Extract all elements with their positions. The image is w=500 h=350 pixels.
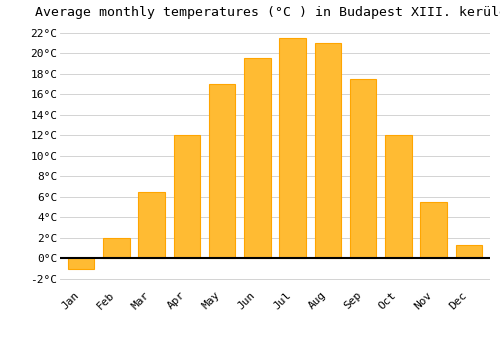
Bar (103, 238, 130, 258)
Bar (244, 58, 270, 258)
Bar (456, 245, 482, 258)
Bar (350, 79, 376, 258)
Title: Average monthly temperatures (°C ) in Budapest XIII. kerület: Average monthly temperatures (°C ) in Bu… (35, 6, 500, 19)
Bar (68, 258, 94, 268)
Bar (174, 135, 200, 258)
Bar (314, 43, 341, 258)
Bar (280, 38, 306, 258)
Bar (209, 84, 236, 258)
Bar (138, 192, 165, 258)
Bar (385, 135, 411, 258)
Bar (420, 202, 447, 258)
